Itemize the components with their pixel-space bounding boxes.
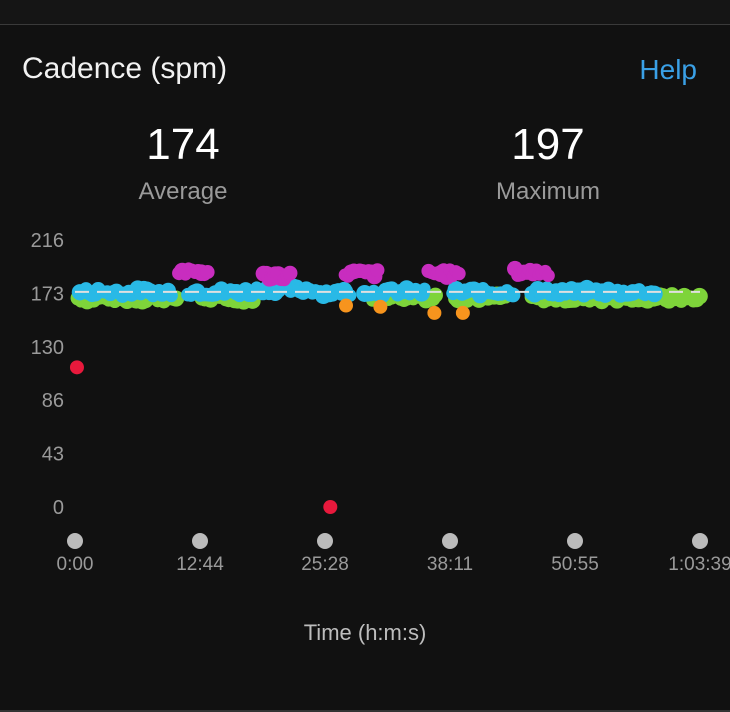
x-tick-label: 25:28 — [301, 554, 349, 575]
x-tick-marker — [317, 533, 333, 549]
x-tick-marker — [692, 533, 708, 549]
data-point-blue — [505, 287, 521, 303]
data-point-orange — [339, 298, 354, 313]
x-tick-label: 38:11 — [427, 554, 473, 575]
top-divider — [0, 24, 730, 25]
data-point-red — [323, 500, 338, 514]
maximum-label: Maximum — [495, 178, 600, 205]
data-point-magenta — [200, 265, 215, 280]
x-tick-marker — [442, 533, 458, 549]
average-label: Average — [138, 178, 228, 205]
data-point-magenta — [370, 263, 385, 278]
x-axis-label: Time (h:m:s) — [303, 620, 427, 645]
y-tick-label: 86 — [42, 390, 64, 412]
help-link[interactable]: Help — [639, 54, 697, 85]
x-tick-marker — [567, 533, 583, 549]
data-point-magenta — [452, 266, 466, 281]
y-tick-label: 43 — [42, 444, 64, 466]
y-tick-label: 0 — [53, 497, 64, 519]
y-tick-label: 216 — [31, 230, 64, 252]
x-tick-label: 1:03:39 — [668, 554, 730, 575]
x-tick-marker — [67, 533, 83, 549]
y-tick-label: 173 — [31, 283, 64, 305]
data-point-red — [69, 360, 84, 375]
data-point-blue — [645, 285, 663, 303]
data-point-orange — [373, 299, 388, 314]
chart-title: Cadence (spm) — [22, 52, 228, 85]
x-tick-label: 50:55 — [551, 554, 599, 575]
x-tick-marker — [192, 533, 208, 549]
data-point-green — [691, 287, 708, 305]
bottom-divider — [0, 710, 730, 712]
average-value: 174 — [146, 120, 220, 169]
data-point-magenta — [541, 269, 555, 283]
x-tick-label: 12:44 — [176, 554, 224, 575]
maximum-value: 197 — [511, 120, 585, 169]
data-point-orange — [427, 305, 442, 320]
cadence-card — [0, 25, 730, 712]
cadence-chart: 216 173 130 86 43 0 0:00 12:44 25:28 38:11 50:55 1:… — [31, 230, 730, 575]
y-tick-label: 130 — [31, 337, 64, 359]
data-point-orange — [455, 305, 470, 320]
data-point-blue — [164, 288, 178, 303]
data-point-magenta — [282, 265, 298, 281]
x-tick-label: 0:00 — [57, 554, 94, 575]
